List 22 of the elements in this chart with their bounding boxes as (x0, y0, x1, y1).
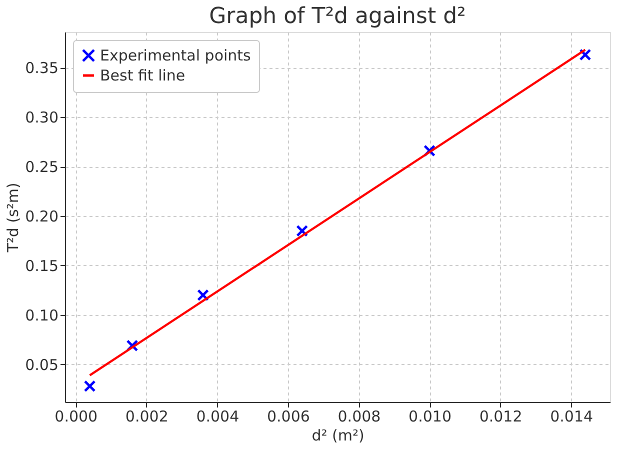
x-tick-label: 0.006 (266, 408, 310, 426)
x-tick-label: 0.004 (196, 408, 240, 426)
y-tick-label: 0.05 (25, 356, 58, 374)
y-tick-label: 0.15 (25, 256, 58, 275)
y-tick-label: 0.20 (25, 208, 58, 226)
legend-label: Best fit line (100, 66, 186, 84)
x-tick-label: 0.014 (550, 408, 594, 426)
x-tick-label: 0.010 (408, 408, 452, 426)
point (579, 48, 592, 61)
legend-label: Experimental points (100, 46, 252, 64)
point (84, 380, 96, 392)
x-tick-label: 0.000 (54, 408, 98, 426)
y-tick-label: 0.30 (25, 108, 58, 127)
x-tick-label: 0.002 (125, 408, 168, 426)
x-axis-title: d² (m²) (312, 426, 364, 444)
chart-title: Graph of T²d against d² (209, 4, 466, 29)
y-tick-label: 0.35 (25, 59, 58, 78)
x-tick-label: 0.012 (479, 408, 522, 426)
y-tick-label: 0.25 (25, 158, 58, 176)
x-tick-label: 0.008 (338, 408, 381, 426)
y-axis-title: T²d (s²m) (4, 182, 22, 254)
y-tick-label: 0.10 (25, 306, 58, 324)
